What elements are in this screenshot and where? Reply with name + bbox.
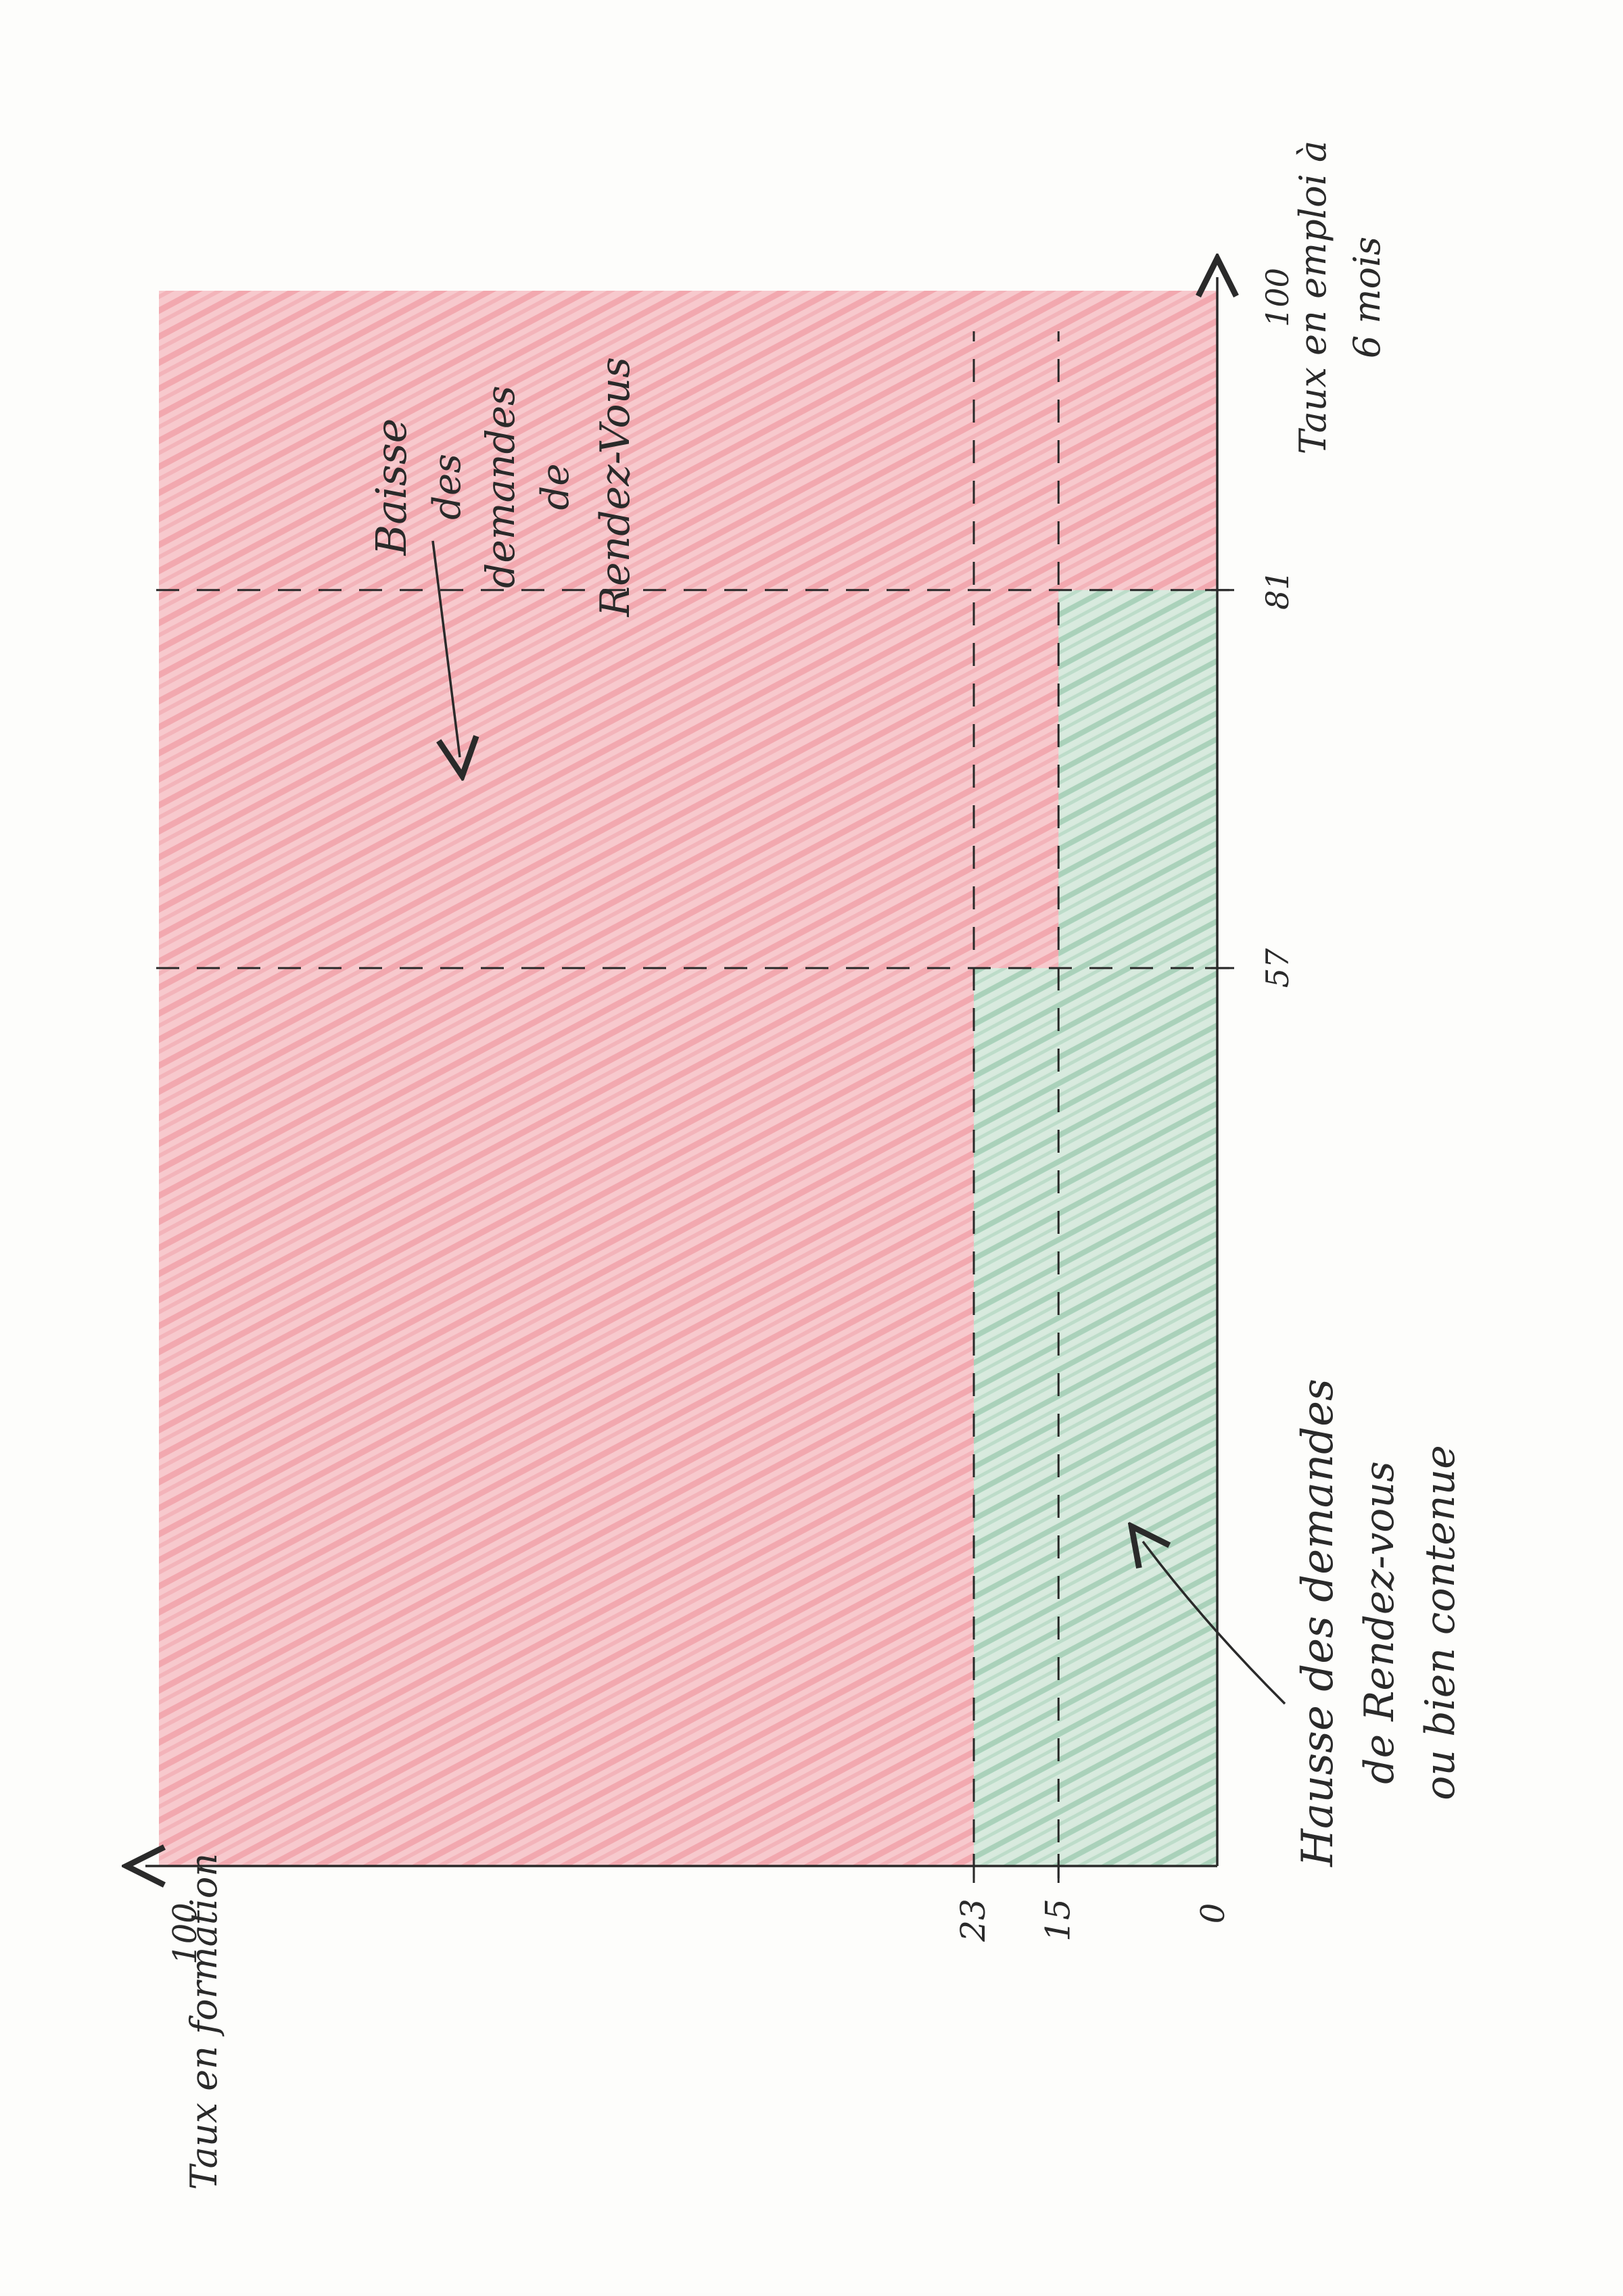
baisse-annotation-arrow (431, 540, 460, 757)
vertical-axis-title-line1: Taux en emploi à (1292, 141, 1334, 454)
hausse-annotation-line3: ou bien contenue (1417, 1445, 1464, 1800)
tick-label-formation-23: 23 (954, 1898, 993, 1942)
baisse-annotation-line1: Baisse (367, 418, 416, 556)
tick-label-formation-15: 15 (1038, 1898, 1077, 1942)
hausse-annotation: Hausse des demandes de Rendez-vous ou bi… (1293, 1379, 1464, 1867)
horizontal-axis-max-label: 100 (166, 1903, 204, 1965)
baisse-annotation: Baisse des demandes de Rendez-Vous (367, 357, 639, 617)
origin-label: 0 (1194, 1903, 1232, 1924)
hausse-annotation-arrow (1143, 1541, 1286, 1705)
baisse-annotation-line2: des (425, 454, 469, 520)
tick-label-emploi-57: 57 (1259, 948, 1296, 988)
red-zone-baisse (159, 291, 1217, 1866)
axis-ticks (972, 589, 1229, 1878)
vertical-axis-max-label: 100 (1259, 268, 1296, 327)
baisse-annotation-line5: Rendez-Vous (592, 357, 639, 617)
hausse-annotation-line1: Hausse des demandes (1293, 1379, 1343, 1867)
vertical-axis-title-line2: 6 mois (1346, 237, 1388, 358)
horizontal-axis-title: Taux en formation (183, 1853, 225, 2190)
hausse-annotation-line2: de Rendez-vous (1356, 1461, 1403, 1784)
baisse-annotation-line3: demandes (477, 385, 523, 588)
tick-label-emploi-81: 81 (1259, 570, 1296, 610)
baisse-annotation-line4: de (534, 464, 578, 510)
